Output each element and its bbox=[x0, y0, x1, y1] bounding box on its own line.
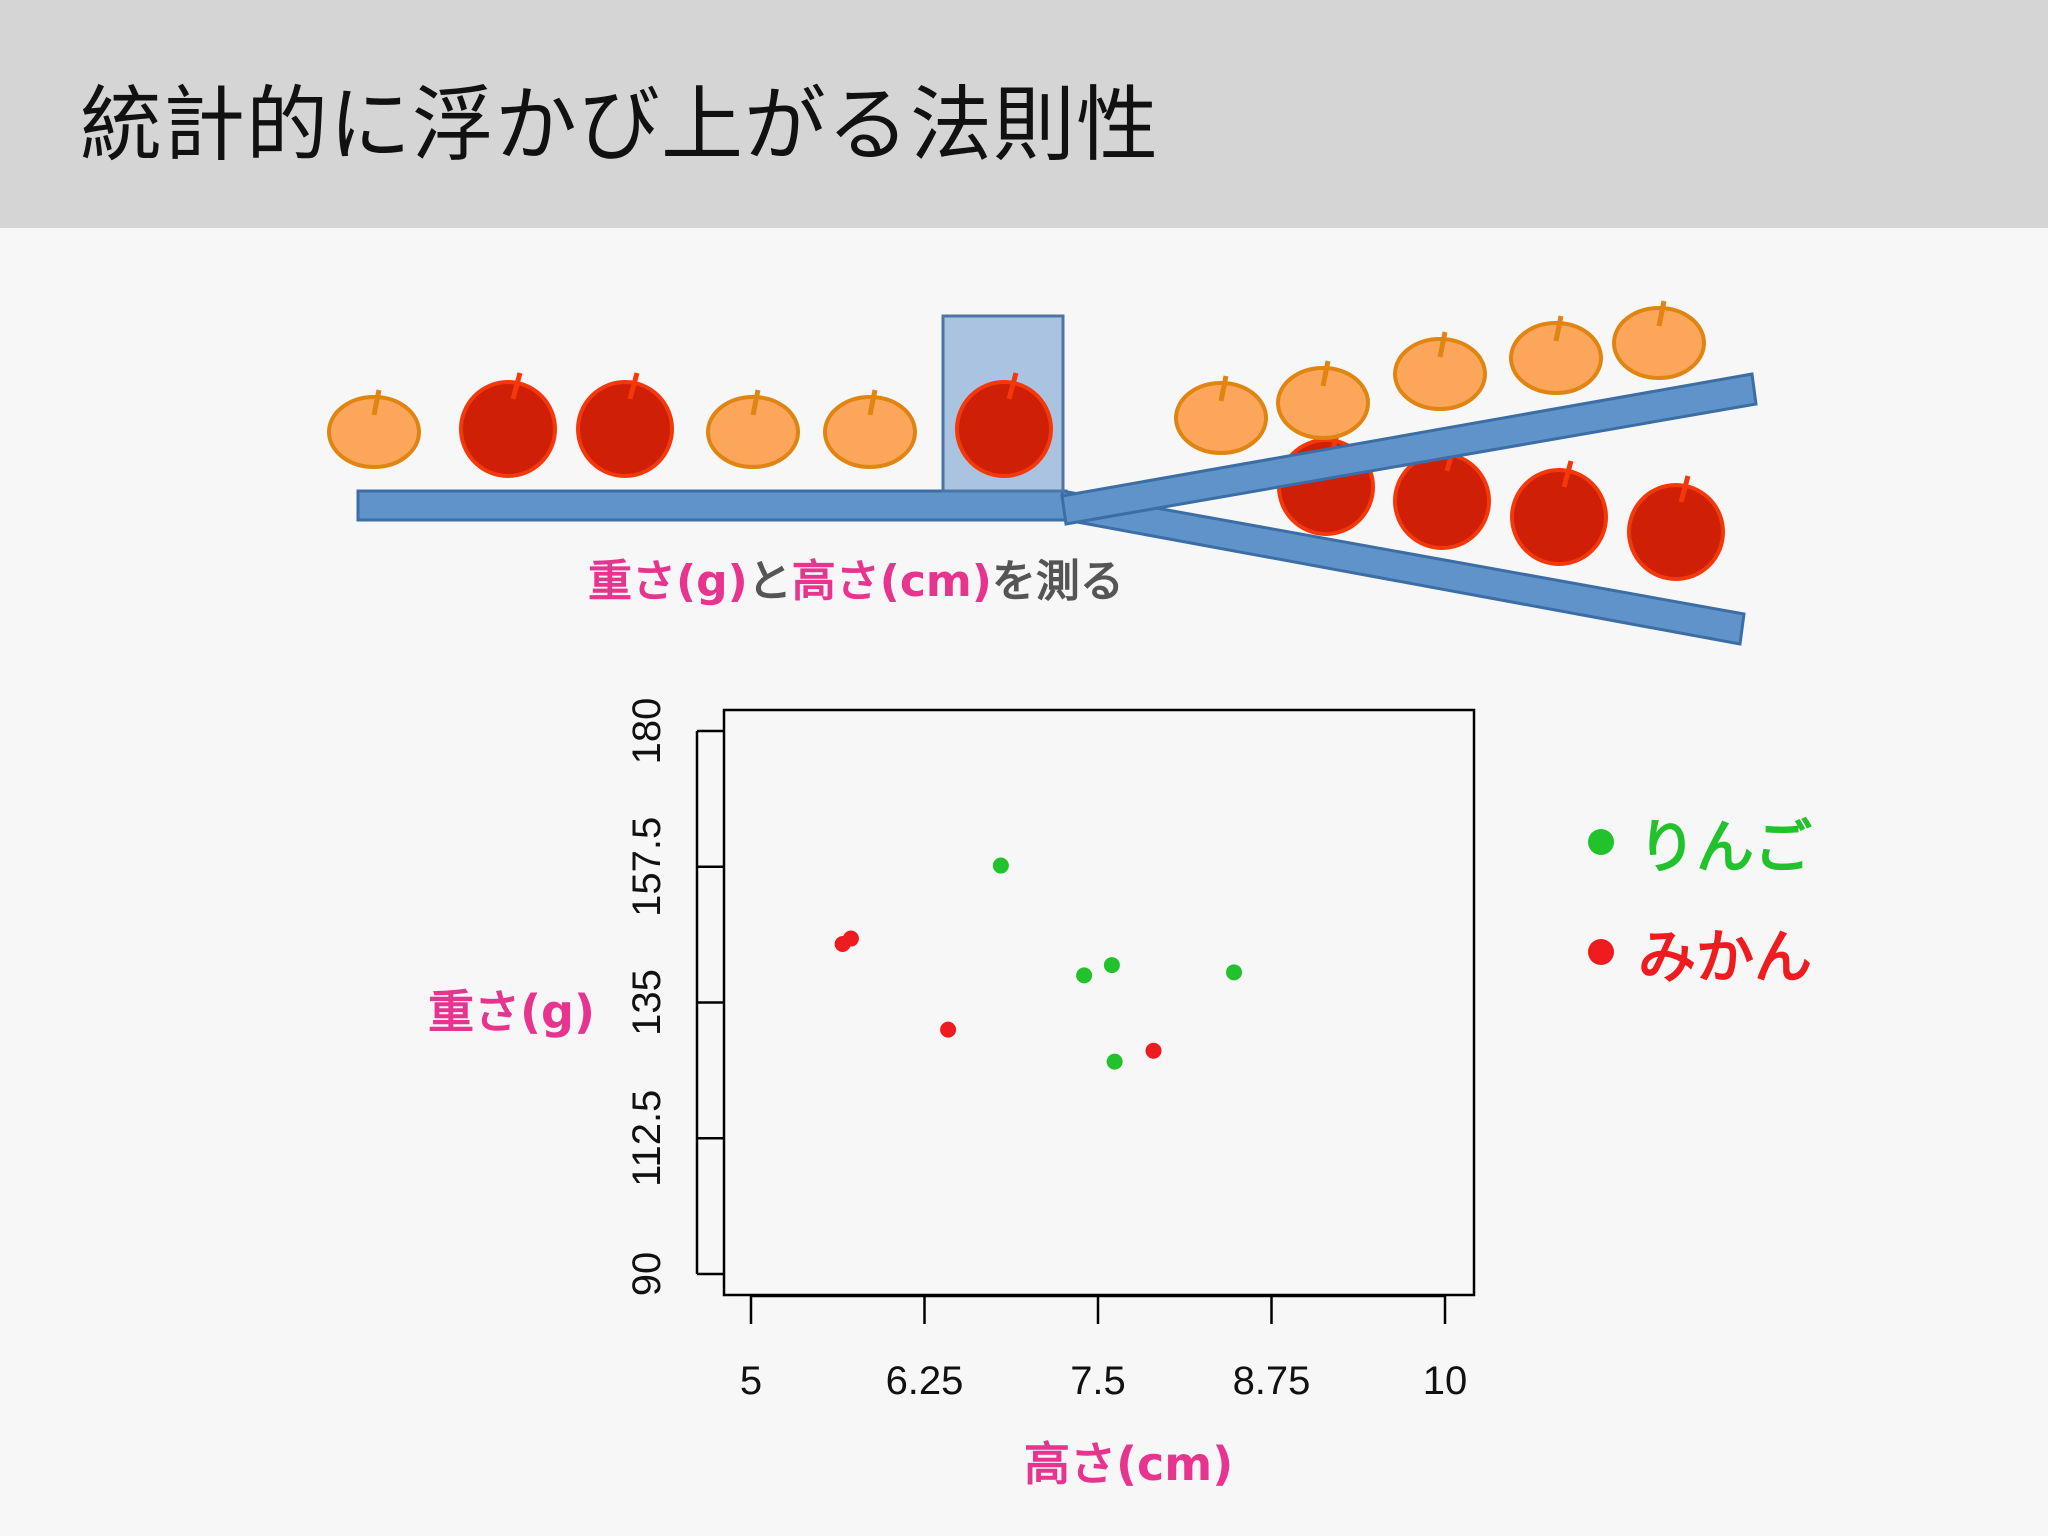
y-tick-label: 135 bbox=[625, 969, 669, 1036]
apple-stem bbox=[1678, 475, 1691, 503]
apple-stem bbox=[627, 372, 640, 400]
mikan-fruit bbox=[1612, 300, 1706, 380]
mikan-fruit bbox=[823, 389, 917, 469]
mikan-fruit bbox=[1174, 375, 1268, 455]
apple-data-point bbox=[1226, 964, 1243, 981]
plot-area-frame bbox=[722, 708, 1476, 1297]
apple-data-point bbox=[1106, 1053, 1123, 1070]
mikan-fruit bbox=[706, 389, 800, 469]
apple-body bbox=[955, 380, 1053, 478]
caption-and: と bbox=[747, 556, 792, 607]
apple-body bbox=[1627, 483, 1725, 581]
x-tick-label: 10 bbox=[1423, 1359, 1468, 1403]
upper-branch-belt bbox=[1060, 372, 1758, 526]
legend-label-apple: りんご bbox=[1638, 813, 1813, 881]
caption-measure: を測る bbox=[991, 556, 1124, 607]
mikan-fruit bbox=[1509, 315, 1603, 395]
mikan-stem bbox=[1656, 300, 1667, 327]
apple-fruit bbox=[1510, 460, 1608, 566]
apple-body bbox=[1510, 468, 1608, 566]
y-tick-label: 180 bbox=[625, 698, 669, 765]
mikan-body bbox=[327, 395, 421, 469]
slide-title: 統計的に浮かび上がる法則性 bbox=[80, 78, 1160, 173]
x-tick-label: 8.75 bbox=[1233, 1359, 1311, 1403]
mikan-body bbox=[1276, 366, 1370, 440]
apple-fruit bbox=[955, 372, 1053, 478]
mikan-stem bbox=[1320, 360, 1331, 387]
legend-label-mikan: みかん bbox=[1638, 923, 1813, 991]
legend-item-mikan: みかん bbox=[1588, 910, 1812, 994]
caption-weight: 重さ(g) bbox=[588, 556, 748, 607]
mikan-body bbox=[1174, 381, 1268, 455]
apple-body bbox=[459, 380, 557, 478]
apple-stem bbox=[1006, 372, 1019, 400]
mikan-body bbox=[706, 395, 800, 469]
slide-header bbox=[0, 0, 2048, 228]
mikan-stem bbox=[371, 389, 382, 416]
legend-marker-mikan bbox=[1588, 939, 1614, 965]
mikan-stem bbox=[867, 389, 878, 416]
apple-body bbox=[1393, 452, 1491, 550]
mikan-body bbox=[823, 395, 917, 469]
mikan-stem bbox=[1553, 315, 1564, 342]
conveyor-belt bbox=[356, 489, 1068, 522]
apple-stem bbox=[510, 372, 523, 400]
measure-caption: 重さ(g)と高さ(cm)を測る bbox=[588, 545, 1124, 609]
y-tick-label: 112.5 bbox=[625, 1090, 669, 1187]
legend-item-apple: りんご bbox=[1588, 800, 1812, 884]
apple-fruit bbox=[576, 372, 674, 478]
y-axis-label: 重さ(g) bbox=[428, 985, 595, 1039]
apple-data-point bbox=[1076, 967, 1093, 984]
mikan-data-point bbox=[834, 935, 851, 952]
apple-data-point bbox=[1103, 957, 1120, 974]
x-tick-label: 5 bbox=[740, 1359, 762, 1403]
y-tick-label: 157.5 bbox=[625, 817, 669, 917]
apple-fruit bbox=[1627, 475, 1725, 581]
apple-fruit bbox=[459, 372, 557, 478]
caption-height: 高さ(cm) bbox=[791, 556, 992, 607]
apple-data-point bbox=[992, 857, 1009, 874]
mikan-data-point bbox=[842, 930, 859, 947]
mikan-fruit bbox=[1393, 331, 1487, 411]
mikan-body bbox=[1509, 321, 1603, 395]
y-tick-label: 90 bbox=[625, 1252, 669, 1297]
mikan-body bbox=[1612, 306, 1706, 380]
mikan-stem bbox=[1437, 331, 1448, 358]
mikan-fruit bbox=[1276, 360, 1370, 440]
mikan-fruit bbox=[327, 389, 421, 469]
mikan-stem bbox=[750, 389, 761, 416]
legend-marker-apple bbox=[1588, 829, 1614, 855]
mikan-body bbox=[1393, 337, 1487, 411]
mikan-data-point bbox=[940, 1021, 957, 1038]
mikan-data-point bbox=[1145, 1042, 1162, 1059]
sorting-illustration bbox=[327, 300, 1758, 646]
apple-body bbox=[576, 380, 674, 478]
mikan-stem bbox=[1218, 375, 1229, 402]
x-tick-label: 6.25 bbox=[886, 1359, 964, 1403]
apple-stem bbox=[1561, 460, 1574, 488]
x-axis-label: 高さ(cm) bbox=[1024, 1437, 1234, 1491]
x-tick-label: 7.5 bbox=[1070, 1359, 1126, 1403]
